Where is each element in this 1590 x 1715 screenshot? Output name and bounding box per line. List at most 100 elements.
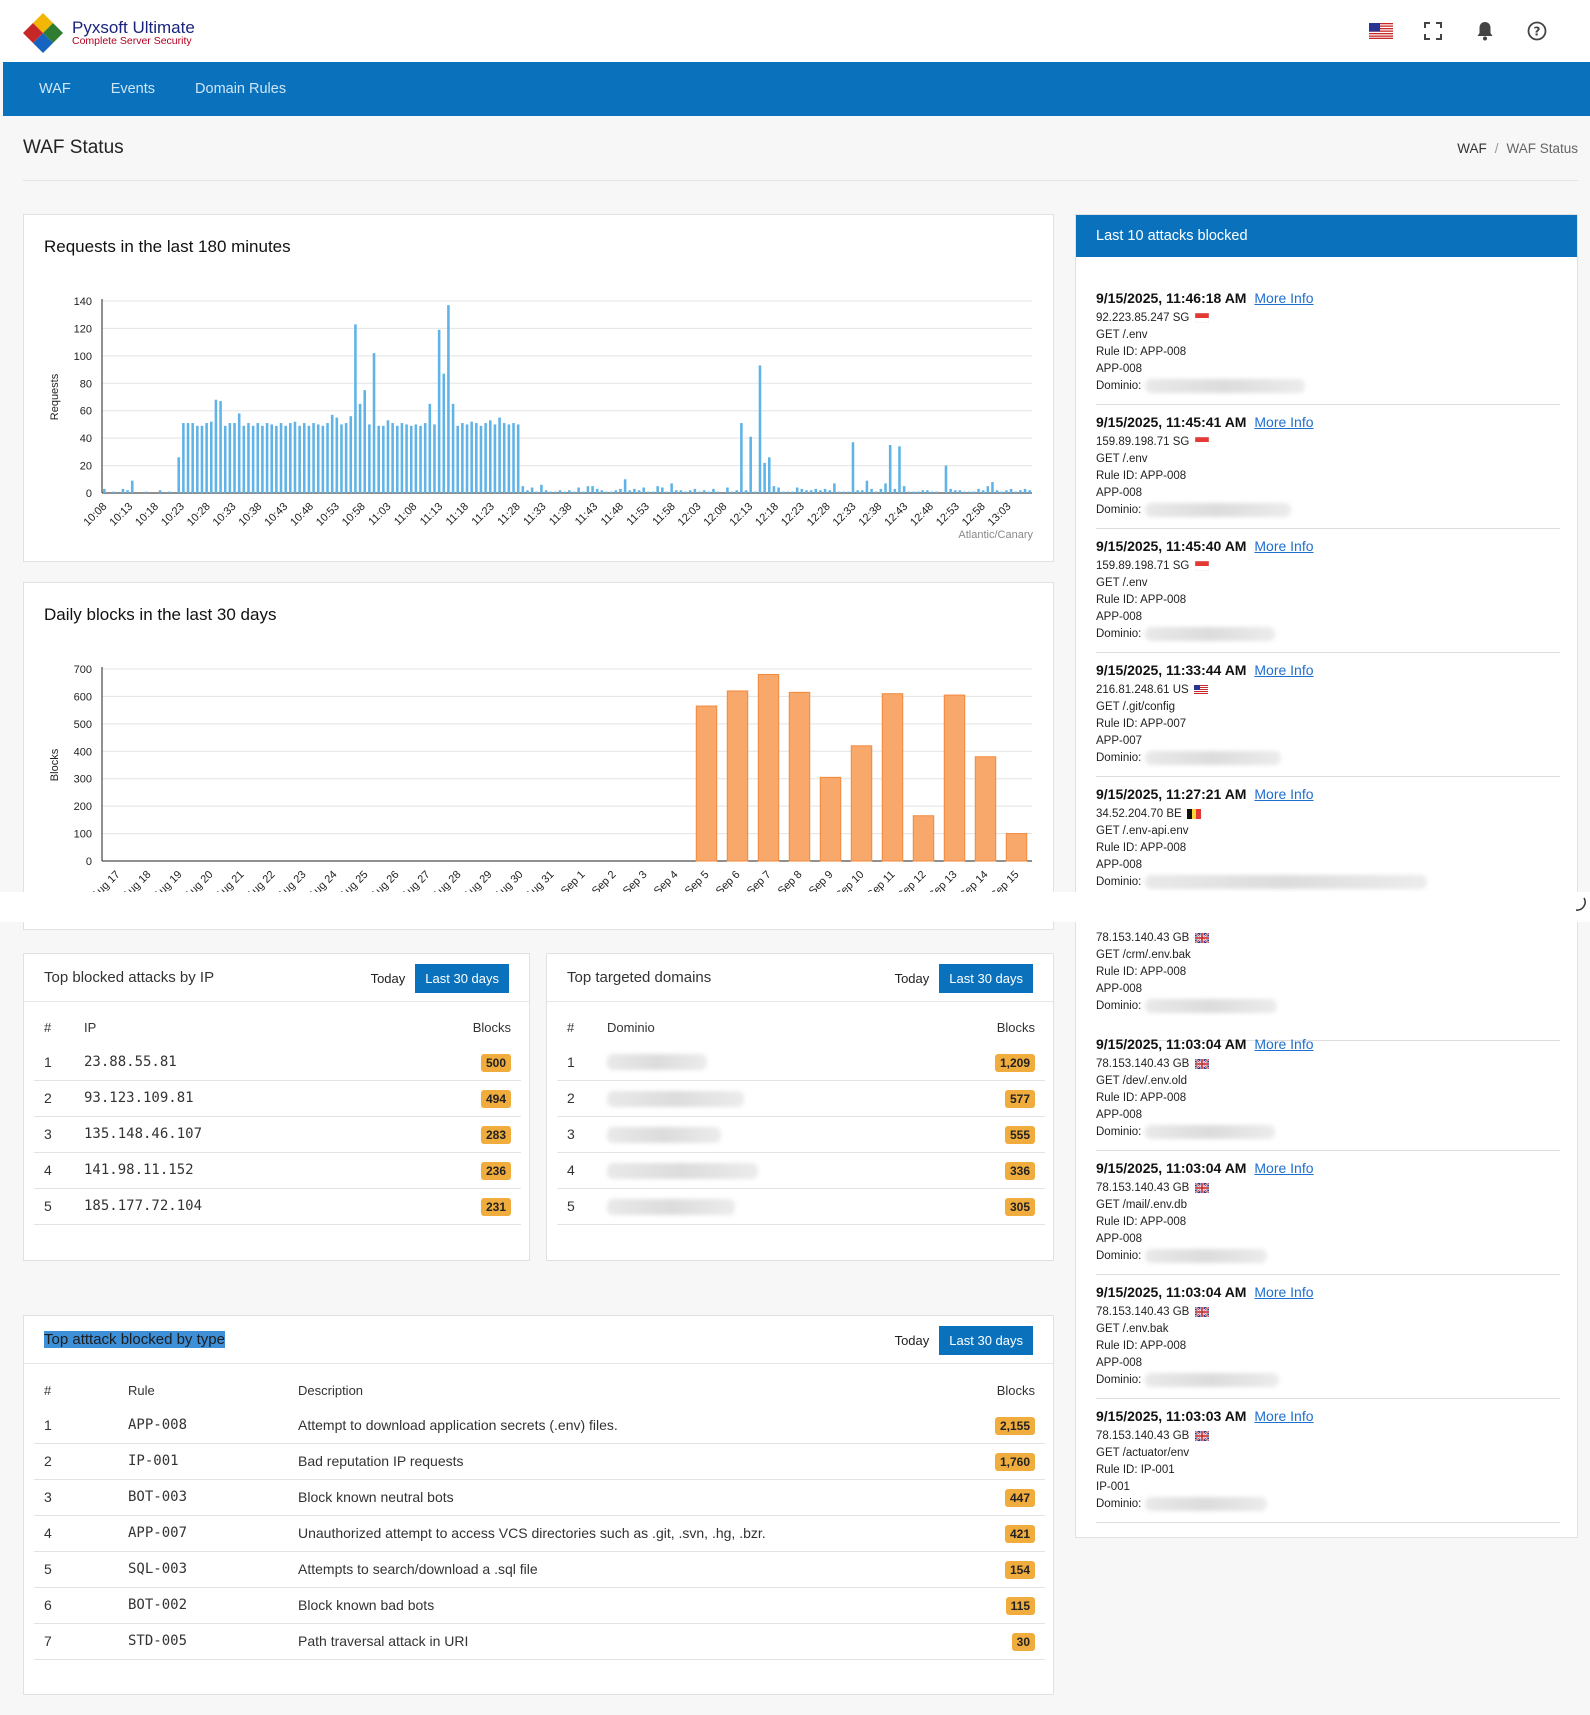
nav-domain-rules[interactable]: Domain Rules [195,81,287,97]
x-tick-label: 12:23 [779,501,807,529]
top-ip-range-toggle: Today Last 30 days [361,964,509,993]
chart-bar [368,424,371,493]
chart-bar [902,486,906,493]
main-nav: WAF Events Domain Rules [3,62,1590,116]
chart-bar [256,423,260,493]
chart-bar [674,490,678,493]
cell-desc: Attempt to download application secrets … [288,1407,963,1444]
col-rule: Rule [128,1382,155,1398]
chart-bar [572,491,576,493]
chart-bar [358,403,362,493]
spinner-icon [1575,897,1586,911]
chart-bar [405,424,408,493]
cell-n: 3 [34,1479,118,1516]
attack-rule-id: Rule ID: APP-008 [1096,1340,1187,1352]
chart-bar [279,423,283,493]
tab-today[interactable]: Today [894,971,930,986]
chart-bar [850,745,873,862]
count-badge: 1,209 [994,1053,1035,1072]
chart-bar [647,491,650,493]
cell-blocks: 500 [388,1044,521,1081]
chart-bar [177,457,181,493]
x-tick-label: 11:48 [599,501,626,528]
tab-today[interactable]: Today [370,971,406,986]
attack-entry: 9/15/2025, 11:45:40 AM More Info 159.89.1… [1096,538,1560,653]
attack-entry: 9/15/2025, 11:45:41 AM More Info 159.89.1… [1096,414,1560,529]
more-info-link[interactable]: More Info [1254,1036,1314,1052]
attack-request: GET /mail/.env.db [1096,1199,1187,1211]
chart-bar [865,480,869,493]
cell-n: 4 [34,1515,118,1552]
attack-time: 9/15/2025, 11:03:04 AM More Info [1096,1284,1560,1300]
cell-domain [597,1188,929,1225]
chart-bar [893,488,897,493]
nav-events[interactable]: Events [110,81,156,97]
chart-bar [344,423,348,493]
attack-rule-id: Rule ID: APP-007 [1096,718,1187,730]
chart-bar [535,491,539,493]
chart-bar [679,490,683,493]
more-info-link[interactable]: More Info [1254,290,1314,306]
chart-bar [214,399,218,493]
chart-bar [651,491,655,493]
attack-rule: APP-008 [1096,1109,1143,1121]
bell-icon[interactable] [1472,18,1498,44]
chart-bar [451,403,455,493]
tab-today[interactable]: Today [894,1333,930,1348]
cell-desc: Path traversal attack in URI [288,1623,963,1660]
top-types-card: Top atttack blocked by type Today Last 3… [23,1315,1054,1695]
chart-bar [568,490,571,493]
cell-n: 5 [34,1551,118,1588]
table-row: 5 SQL-003 Attempts to search/download a .s… [34,1551,1045,1588]
attack-timestamp: 9/15/2025, 11:46:18 AM [1096,290,1247,306]
breadcrumb-current: WAF Status [1506,141,1578,156]
col-domain: Dominio [607,1019,655,1035]
attack-ip: 159.89.198.71 SG [1096,434,1560,451]
breadcrumb-waf[interactable]: WAF [1457,141,1487,156]
chart-bar [544,490,548,493]
attack-rule-id: Rule ID: APP-008 [1096,1092,1187,1104]
attack-timestamp: 9/15/2025, 11:03:04 AM [1096,1036,1247,1052]
chart-bar [419,425,422,493]
chart-bar [126,490,129,493]
table-row: 4 APP-007 Unauthorized attempt to access V… [34,1515,1045,1552]
more-info-link[interactable]: More Info [1254,538,1314,554]
attack-request: GET /.env.bak [1096,1323,1169,1335]
redacted-domain [607,1054,707,1071]
help-icon[interactable]: ? [1524,18,1550,44]
chart-bar [935,491,938,493]
fullscreen-icon[interactable] [1420,18,1446,44]
attack-ip: 216.81.248.61 US [1096,682,1560,699]
app-logo[interactable]: Pyxsoft Ultimate Complete Server Securit… [22,12,195,54]
chart-bar [219,401,222,493]
tab-last-30-days[interactable]: Last 30 days [939,964,1033,993]
x-tick-label: 11:28 [495,501,522,528]
tab-last-30-days[interactable]: Last 30 days [939,1326,1033,1355]
more-info-link[interactable]: More Info [1254,662,1314,678]
more-info-link[interactable]: More Info [1254,1284,1314,1300]
attack-domain: Dominio: [1096,874,1560,891]
nav-waf[interactable]: WAF [39,81,71,97]
attack-domain: Dominio: [1096,626,1560,643]
last-attacks-title: Last 10 attacks blocked [1076,215,1577,257]
chart-bar [809,490,813,493]
cell-blocks: 1,209 [928,1044,1045,1081]
more-info-link[interactable]: More Info [1254,414,1314,430]
chart-bar [758,365,762,493]
chart-bar [819,490,822,493]
table-row: 2 IP-001 Bad reputation IP requests 1,760 [34,1443,1045,1480]
us-flag-icon[interactable] [1368,18,1394,44]
cell-n: 3 [34,1116,74,1153]
cell-desc: Attempts to search/download a .sql file [288,1551,963,1588]
more-info-link[interactable]: More Info [1254,786,1314,802]
cell-n: 1 [34,1044,74,1081]
chart-bar [1000,491,1004,493]
attack-domain: Dominio: [1096,1124,1560,1141]
more-info-link[interactable]: More Info [1254,1408,1314,1424]
chart-bar [1014,491,1018,493]
chart-bar [488,420,492,493]
y-tick-label: 60 [80,406,92,418]
tab-last-30-days[interactable]: Last 30 days [415,964,509,993]
more-info-link[interactable]: More Info [1254,1160,1314,1176]
attack-rule: IP-001 [1096,1481,1130,1493]
